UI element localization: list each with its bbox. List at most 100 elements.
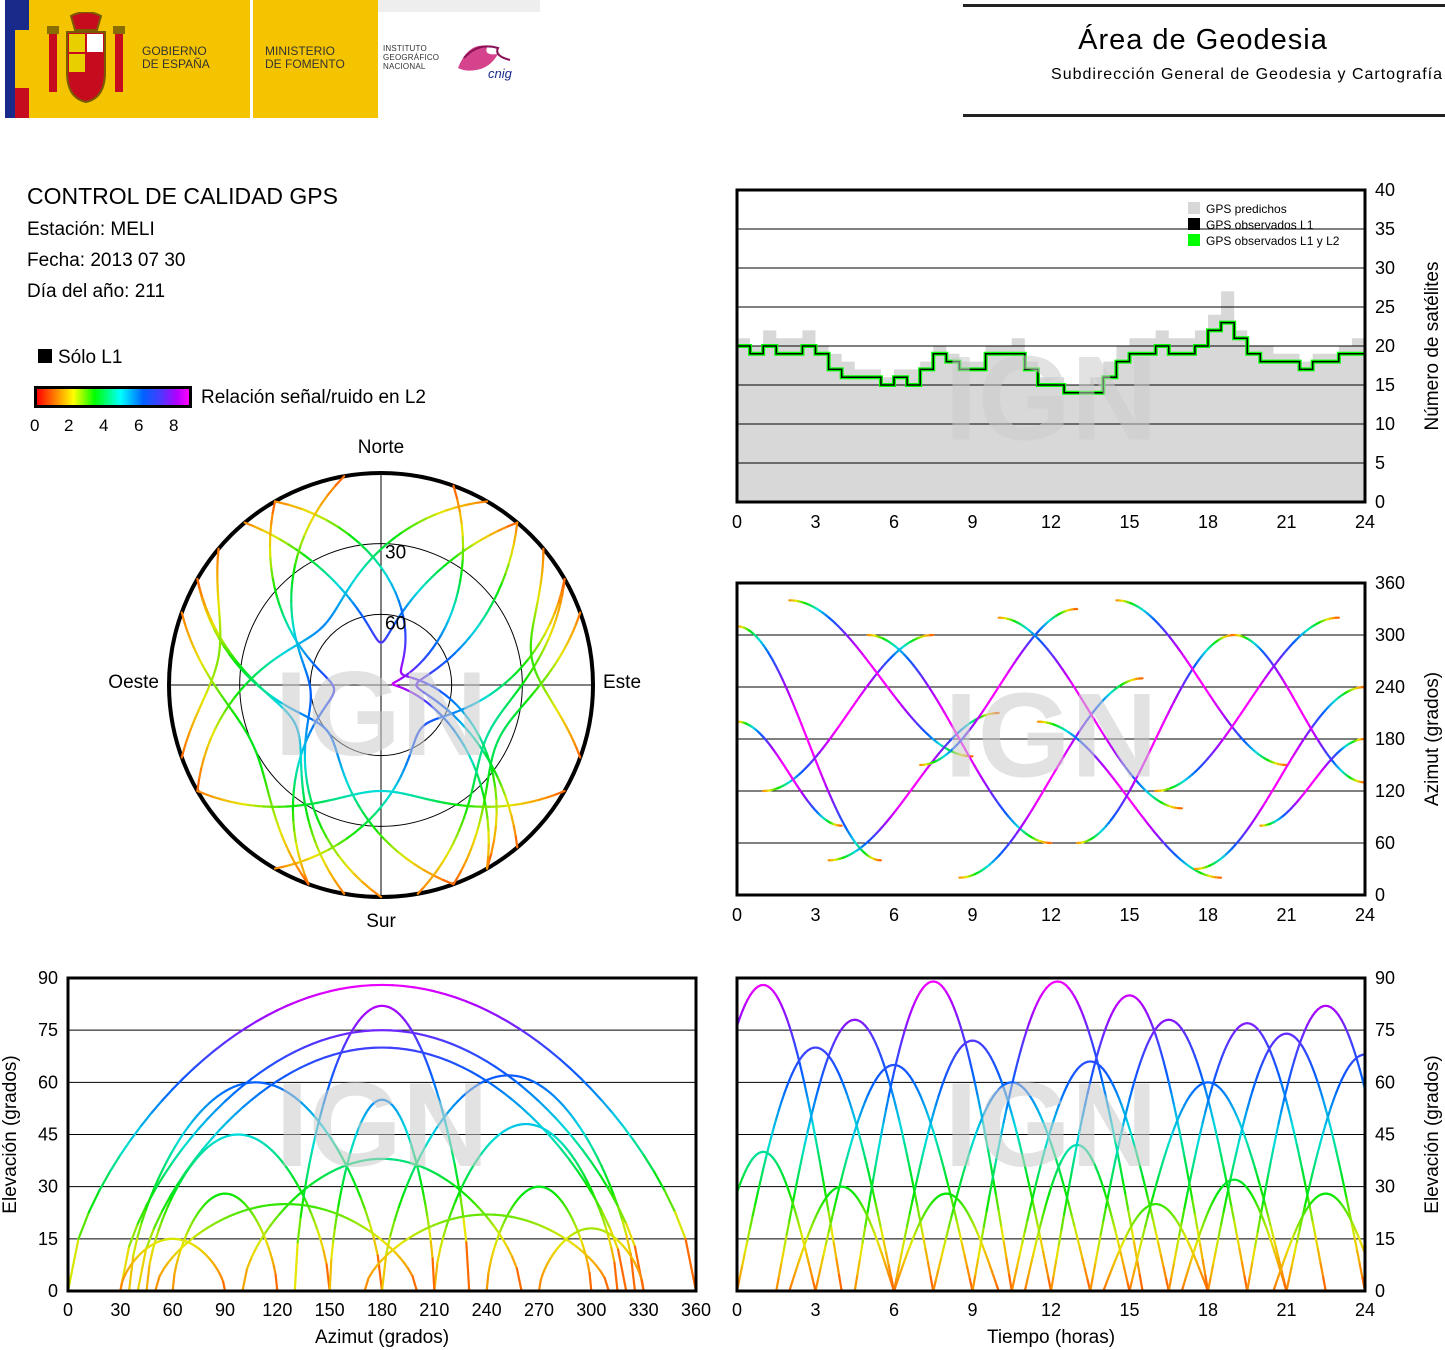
track-segment (1149, 1019, 1155, 1029)
track-segment (418, 1147, 426, 1158)
track-segment (334, 581, 342, 589)
track-segment (835, 1187, 841, 1201)
track-segment (307, 1059, 318, 1065)
track-segment (180, 1137, 192, 1152)
track-segment (301, 508, 317, 516)
track-segment (537, 1279, 542, 1293)
satellite-track (268, 500, 336, 886)
track-segment (885, 1095, 890, 1111)
track-segment (814, 1088, 820, 1101)
track-segment (877, 1048, 883, 1058)
track-segment (403, 622, 407, 632)
track-segment (1052, 1150, 1058, 1161)
track-segment (353, 825, 364, 834)
track-segment (436, 564, 446, 573)
area-title: Área de Geodesia (1078, 24, 1328, 56)
satellite-track (919, 607, 1079, 767)
track-segment (977, 1241, 983, 1260)
track-segment (443, 559, 453, 567)
track-segment (1235, 1138, 1241, 1152)
track-segment (512, 532, 517, 546)
track-segment (290, 615, 295, 626)
track-segment (1052, 1111, 1058, 1122)
x-tick-label: 6 (889, 905, 899, 925)
y-axis-label: Número de satélites (1422, 262, 1443, 431)
track-segment (887, 1082, 893, 1098)
track-segment (1131, 1136, 1136, 1148)
x-tick-label: 24 (1355, 905, 1375, 925)
track-segment (285, 861, 300, 868)
track-segment (1206, 1090, 1212, 1103)
track-segment (293, 1046, 305, 1053)
track-segment (316, 817, 323, 829)
banner-divider (250, 0, 253, 118)
track-segment (1327, 1117, 1333, 1131)
track-segment (379, 542, 389, 551)
track-segment (272, 1264, 277, 1276)
satellite-track (180, 611, 310, 886)
track-segment (921, 1100, 927, 1110)
doy-label: Día del año: 211 (27, 281, 166, 302)
track-segment (848, 1138, 854, 1150)
track-segment (950, 1205, 956, 1218)
track-segment (307, 992, 321, 999)
track-segment (474, 500, 489, 505)
track-segment (136, 1221, 143, 1239)
track-segment (213, 796, 225, 801)
spain-flag-red (15, 88, 29, 118)
ring-label-60: 60 (385, 613, 406, 634)
track-segment (391, 984, 405, 988)
track-segment (283, 1070, 294, 1078)
track-segment (908, 1200, 914, 1215)
track-segment (1172, 1248, 1178, 1265)
track-segment (574, 618, 580, 627)
track-segment (738, 1264, 744, 1280)
track-segment (767, 1136, 773, 1150)
track-segment (942, 1166, 948, 1180)
track-segment (937, 1087, 943, 1098)
track-segment (171, 1273, 176, 1293)
track-segment (598, 1173, 610, 1191)
y-tick-label: 25 (1375, 297, 1395, 317)
track-segment (412, 986, 425, 991)
track-segment (446, 1059, 457, 1065)
track-segment (1136, 1154, 1142, 1168)
track-segment (1191, 1198, 1197, 1216)
track-segment (284, 1050, 296, 1058)
x-tick-label: 360 (681, 1300, 711, 1320)
track-segment (463, 636, 471, 645)
track-segment (162, 1261, 170, 1270)
track-segment (1110, 1166, 1115, 1182)
track-segment (966, 1266, 971, 1281)
track-segment (293, 630, 297, 639)
elevation-azimuth-chart: 0 15 30 45 60 75 90 0 30 60 90 120 150 180 210 240 270 30… (0, 968, 711, 1348)
track-segment (1240, 1261, 1246, 1278)
track-segment (571, 624, 577, 633)
track-segment (313, 1220, 319, 1232)
track-segment (463, 744, 470, 756)
elevation-azimuth-frame (66, 976, 698, 1293)
track-segment (392, 532, 403, 540)
track-segment (1256, 1067, 1262, 1077)
track-segment (1039, 1237, 1045, 1253)
track-segment (851, 1108, 856, 1120)
track-segment (1068, 1169, 1074, 1187)
track-segment (1120, 1104, 1126, 1114)
track-segment (945, 1066, 951, 1076)
track-segment (527, 1033, 541, 1044)
track-segment (311, 1135, 317, 1152)
track-segment (1010, 1277, 1016, 1293)
track-segment (981, 1121, 987, 1138)
track-segment (274, 1273, 279, 1293)
track-segment (439, 1235, 445, 1250)
track-segment (1031, 1200, 1037, 1215)
track-segment (612, 1194, 620, 1209)
track-segment (994, 1194, 1000, 1212)
track-segment (458, 509, 463, 525)
track-segment (1128, 1127, 1134, 1139)
track-segment (1199, 1243, 1204, 1262)
track-segment (393, 1205, 400, 1222)
track-segment (431, 1257, 436, 1293)
track-segment (431, 641, 438, 650)
track-segment (354, 798, 361, 808)
